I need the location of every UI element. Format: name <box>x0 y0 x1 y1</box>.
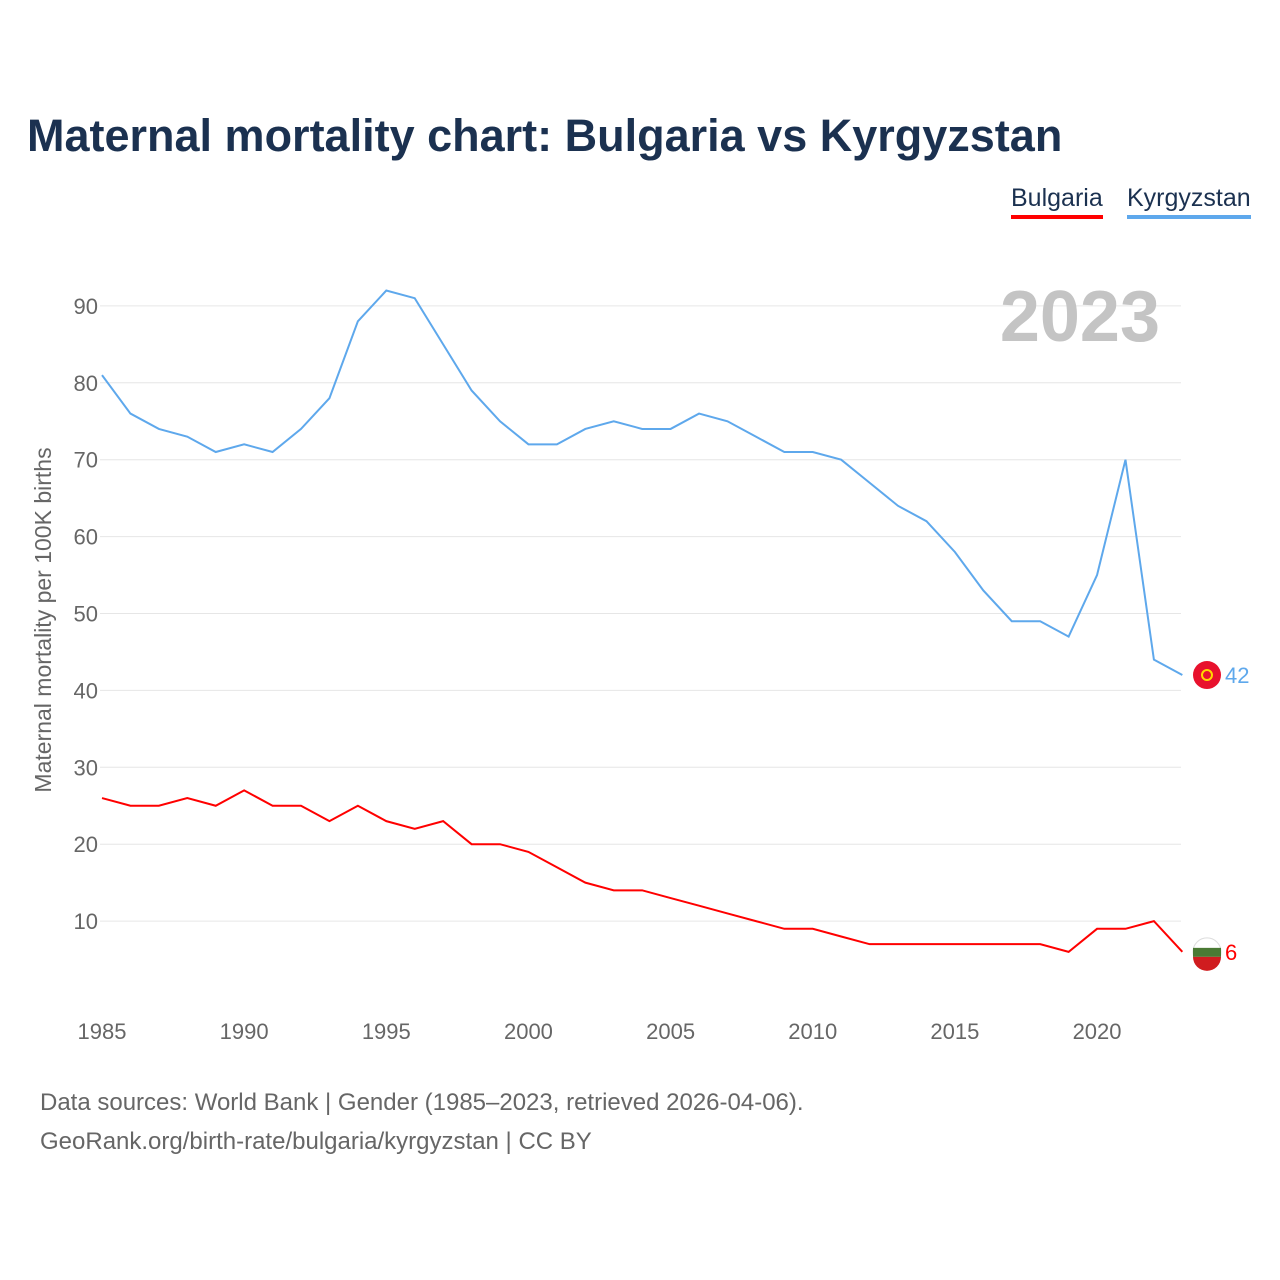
flag-stripe-red <box>1193 956 1221 971</box>
y-tick-label: 80 <box>74 371 98 396</box>
y-tick-label: 60 <box>74 525 98 550</box>
x-tick-label: 2005 <box>646 1019 695 1044</box>
x-tick-label: 2020 <box>1073 1019 1122 1044</box>
y-tick-label: 70 <box>74 448 98 473</box>
y-axis-label: Maternal mortality per 100K births <box>30 447 56 792</box>
end-value-label: 42 <box>1225 663 1249 688</box>
x-tick-label: 1995 <box>362 1019 411 1044</box>
end-value-label: 6 <box>1225 940 1237 965</box>
series-line-kyrgyzstan <box>101 289 1183 676</box>
x-tick-label: 2015 <box>930 1019 979 1044</box>
data-source: Data sources: World Bank | Gender (1985–… <box>40 1089 804 1116</box>
x-tick-label: 1985 <box>78 1019 127 1044</box>
chart-title: Maternal mortality chart: Bulgaria vs Ky… <box>27 110 1063 161</box>
legend-kyrgyzstan[interactable]: Kyrgyzstan <box>1127 184 1251 219</box>
x-tick-label: 1990 <box>220 1019 269 1044</box>
kyrgyzstan-flag-icon <box>1193 661 1221 690</box>
x-tick-label: 2010 <box>788 1019 837 1044</box>
y-tick-label: 10 <box>74 909 98 934</box>
flag-sun <box>1201 669 1213 682</box>
series-line-bulgaria <box>101 789 1184 953</box>
year-watermark: 2023 <box>1000 277 1160 357</box>
y-tick-label: 30 <box>74 755 98 780</box>
y-tick-label: 50 <box>74 602 98 627</box>
y-tick-label: 40 <box>74 678 98 703</box>
y-tick-label: 20 <box>74 832 98 857</box>
flag-stripe-green <box>1193 947 1221 957</box>
x-tick-label: 2000 <box>504 1019 553 1044</box>
source-link[interactable]: GeoRank.org/birth-rate/bulgaria/kyrgyzst… <box>40 1128 592 1155</box>
y-tick-label: 90 <box>74 294 98 319</box>
legend-bulgaria[interactable]: Bulgaria <box>1011 184 1103 219</box>
